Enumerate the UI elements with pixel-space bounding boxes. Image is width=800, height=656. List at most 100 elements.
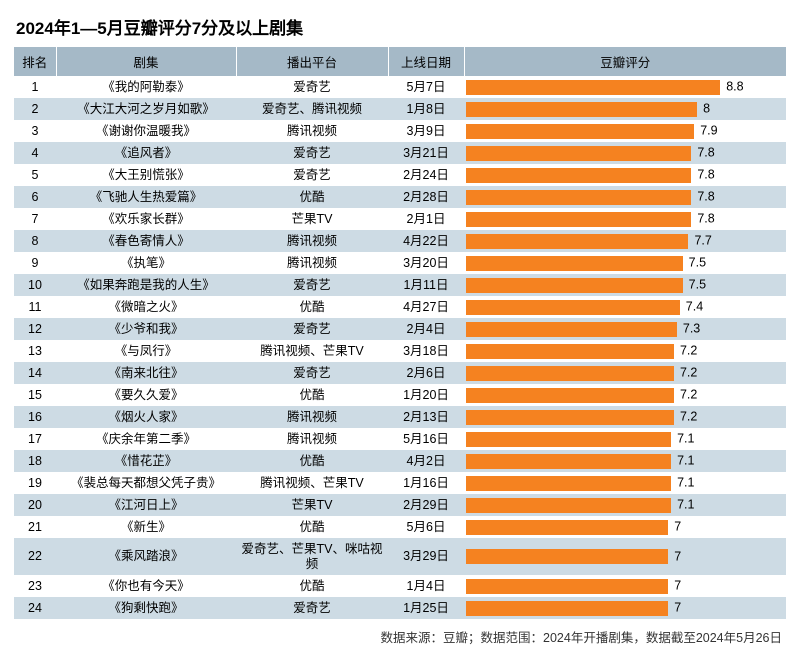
table-row: 12《少爷和我》爱奇艺2月4日7.3 xyxy=(14,318,786,340)
cell-date: 4月22日 xyxy=(388,230,464,252)
score-bar-wrap: 7 xyxy=(466,601,780,616)
table-row: 8《春色寄情人》腾讯视频4月22日7.7 xyxy=(14,230,786,252)
score-label: 7.1 xyxy=(677,432,694,447)
cell-rank: 15 xyxy=(14,384,56,406)
score-bar-wrap: 8.8 xyxy=(466,80,780,95)
cell-platform: 腾讯视频、芒果TV xyxy=(236,472,388,494)
cell-date: 1月11日 xyxy=(388,274,464,296)
cell-name: 《欢乐家长群》 xyxy=(56,208,236,230)
score-bar xyxy=(466,498,671,513)
cell-platform: 优酷 xyxy=(236,516,388,538)
score-bar-wrap: 7.8 xyxy=(466,168,780,183)
cell-score: 7 xyxy=(464,538,786,575)
cell-score: 7.3 xyxy=(464,318,786,340)
cell-score: 7 xyxy=(464,516,786,538)
score-bar-wrap: 7.2 xyxy=(466,344,780,359)
cell-score: 7 xyxy=(464,597,786,619)
drama-rating-table: 排名 剧集 播出平台 上线日期 豆瓣评分 1《我的阿勒泰》爱奇艺5月7日8.82… xyxy=(14,47,786,619)
cell-platform: 腾讯视频 xyxy=(236,406,388,428)
cell-platform: 腾讯视频 xyxy=(236,252,388,274)
col-platform: 播出平台 xyxy=(236,47,388,76)
cell-rank: 24 xyxy=(14,597,56,619)
table-row: 18《惜花芷》优酷4月2日7.1 xyxy=(14,450,786,472)
cell-date: 1月4日 xyxy=(388,575,464,597)
data-source-footer: 数据来源：豆瓣；数据范围：2024年开播剧集，数据截至2024年5月26日 xyxy=(14,627,786,646)
cell-score: 7 xyxy=(464,575,786,597)
score-label: 7.2 xyxy=(680,410,697,425)
cell-date: 2月24日 xyxy=(388,164,464,186)
score-label: 7.3 xyxy=(683,322,700,337)
cell-name: 《我的阿勒泰》 xyxy=(56,76,236,98)
score-label: 7.7 xyxy=(694,234,711,249)
score-bar-wrap: 7 xyxy=(466,549,780,564)
cell-platform: 芒果TV xyxy=(236,494,388,516)
score-bar xyxy=(466,124,694,139)
cell-platform: 爱奇艺 xyxy=(236,164,388,186)
cell-rank: 19 xyxy=(14,472,56,494)
cell-name: 《惜花芷》 xyxy=(56,450,236,472)
cell-score: 7.8 xyxy=(464,208,786,230)
cell-date: 3月20日 xyxy=(388,252,464,274)
cell-name: 《微暗之火》 xyxy=(56,296,236,318)
score-label: 7 xyxy=(674,520,681,535)
score-label: 7.1 xyxy=(677,498,694,513)
cell-platform: 爱奇艺 xyxy=(236,274,388,296)
score-bar-wrap: 7.5 xyxy=(466,256,780,271)
table-row: 7《欢乐家长群》芒果TV2月1日7.8 xyxy=(14,208,786,230)
cell-platform: 优酷 xyxy=(236,384,388,406)
cell-score: 7.1 xyxy=(464,428,786,450)
score-bar xyxy=(466,549,668,564)
table-row: 9《执笔》腾讯视频3月20日7.5 xyxy=(14,252,786,274)
cell-platform: 腾讯视频 xyxy=(236,428,388,450)
cell-date: 5月16日 xyxy=(388,428,464,450)
score-bar xyxy=(466,454,671,469)
table-row: 6《飞驰人生热爱篇》优酷2月28日7.8 xyxy=(14,186,786,208)
cell-platform: 优酷 xyxy=(236,296,388,318)
cell-date: 2月28日 xyxy=(388,186,464,208)
cell-score: 7.8 xyxy=(464,164,786,186)
cell-score: 8.8 xyxy=(464,76,786,98)
cell-date: 3月9日 xyxy=(388,120,464,142)
cell-name: 《大王别慌张》 xyxy=(56,164,236,186)
score-label: 7.5 xyxy=(689,278,706,293)
col-score: 豆瓣评分 xyxy=(464,47,786,76)
score-label: 7.8 xyxy=(697,212,714,227)
cell-rank: 21 xyxy=(14,516,56,538)
cell-score: 7.2 xyxy=(464,340,786,362)
cell-date: 3月21日 xyxy=(388,142,464,164)
cell-score: 8 xyxy=(464,98,786,120)
score-bar xyxy=(466,278,683,293)
score-label: 7.8 xyxy=(697,168,714,183)
cell-platform: 爱奇艺、腾讯视频 xyxy=(236,98,388,120)
score-bar xyxy=(466,256,683,271)
cell-name: 《你也有今天》 xyxy=(56,575,236,597)
cell-date: 5月7日 xyxy=(388,76,464,98)
score-bar xyxy=(466,476,671,491)
table-row: 13《与凤行》腾讯视频、芒果TV3月18日7.2 xyxy=(14,340,786,362)
score-bar-wrap: 7.7 xyxy=(466,234,780,249)
cell-date: 1月16日 xyxy=(388,472,464,494)
cell-name: 《追风者》 xyxy=(56,142,236,164)
score-label: 7.1 xyxy=(677,454,694,469)
cell-rank: 18 xyxy=(14,450,56,472)
cell-rank: 6 xyxy=(14,186,56,208)
cell-rank: 13 xyxy=(14,340,56,362)
score-label: 7 xyxy=(674,579,681,594)
score-label: 7.9 xyxy=(700,124,717,139)
cell-rank: 7 xyxy=(14,208,56,230)
score-bar-wrap: 7.2 xyxy=(466,410,780,425)
cell-date: 2月29日 xyxy=(388,494,464,516)
cell-rank: 2 xyxy=(14,98,56,120)
cell-name: 《大江大河之岁月如歌》 xyxy=(56,98,236,120)
cell-platform: 腾讯视频 xyxy=(236,230,388,252)
cell-platform: 爱奇艺 xyxy=(236,362,388,384)
cell-date: 4月2日 xyxy=(388,450,464,472)
score-bar-wrap: 7.9 xyxy=(466,124,780,139)
score-bar xyxy=(466,102,697,117)
score-bar-wrap: 7.8 xyxy=(466,146,780,161)
cell-date: 1月25日 xyxy=(388,597,464,619)
cell-rank: 17 xyxy=(14,428,56,450)
cell-score: 7.7 xyxy=(464,230,786,252)
cell-rank: 14 xyxy=(14,362,56,384)
table-row: 15《要久久爱》优酷1月20日7.2 xyxy=(14,384,786,406)
